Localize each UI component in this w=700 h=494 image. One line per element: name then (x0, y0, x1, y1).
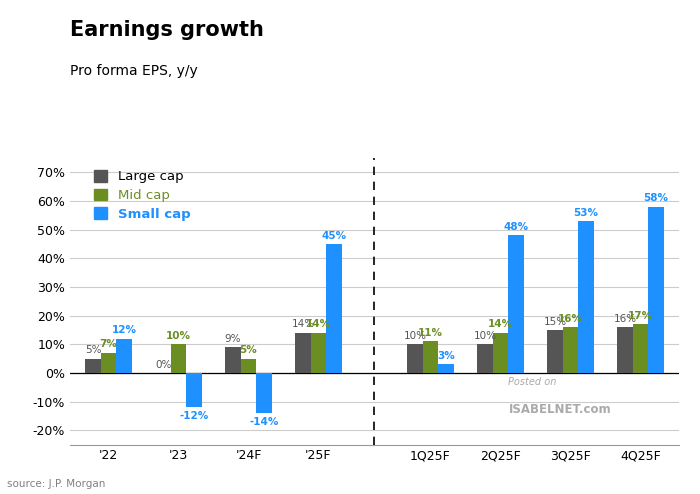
Text: 14%: 14% (306, 320, 331, 329)
Bar (617, 327, 633, 373)
Bar (493, 333, 508, 373)
Text: 16%: 16% (558, 314, 583, 324)
Text: 0%: 0% (155, 360, 172, 370)
Bar (438, 365, 454, 373)
Bar (508, 236, 524, 373)
Text: 10%: 10% (474, 331, 496, 341)
Text: 45%: 45% (321, 231, 346, 241)
Text: 14%: 14% (291, 320, 315, 329)
Bar (311, 333, 326, 373)
Text: 12%: 12% (111, 325, 136, 335)
Bar (241, 359, 256, 373)
Bar (563, 327, 578, 373)
Text: 15%: 15% (543, 317, 567, 327)
Bar (477, 344, 493, 373)
Text: 7%: 7% (99, 339, 118, 349)
Text: 10%: 10% (404, 331, 426, 341)
Bar (295, 333, 311, 373)
Text: Pro forma EPS, y/y: Pro forma EPS, y/y (70, 64, 197, 78)
Text: 11%: 11% (418, 328, 443, 338)
Bar (116, 338, 132, 373)
Bar (101, 353, 116, 373)
Text: Posted on: Posted on (508, 377, 557, 387)
Text: -14%: -14% (249, 416, 279, 426)
Text: ISABELNET.com: ISABELNET.com (508, 403, 611, 416)
Text: 53%: 53% (573, 207, 598, 218)
Text: source: J.P. Morgan: source: J.P. Morgan (7, 479, 106, 489)
Bar (171, 344, 186, 373)
Bar (648, 207, 664, 373)
Bar (423, 341, 438, 373)
Text: 58%: 58% (643, 193, 668, 204)
Text: 14%: 14% (488, 320, 513, 329)
Text: 9%: 9% (225, 334, 242, 344)
Legend: Large cap, Mid cap, Small cap: Large cap, Mid cap, Small cap (89, 165, 196, 226)
Text: 16%: 16% (613, 314, 637, 324)
Text: 3%: 3% (437, 351, 455, 361)
Bar (407, 344, 423, 373)
Text: 48%: 48% (503, 222, 528, 232)
Bar (326, 244, 342, 373)
Text: 5%: 5% (85, 345, 102, 355)
Text: -12%: -12% (179, 411, 209, 421)
Text: Earnings growth: Earnings growth (70, 20, 264, 40)
Bar (85, 359, 101, 373)
Bar (547, 330, 563, 373)
Bar (186, 373, 202, 408)
Text: 17%: 17% (628, 311, 653, 321)
Text: 5%: 5% (239, 345, 258, 355)
Bar (633, 324, 648, 373)
Text: 10%: 10% (166, 331, 191, 341)
Bar (578, 221, 594, 373)
Bar (225, 347, 241, 373)
Bar (256, 373, 272, 413)
